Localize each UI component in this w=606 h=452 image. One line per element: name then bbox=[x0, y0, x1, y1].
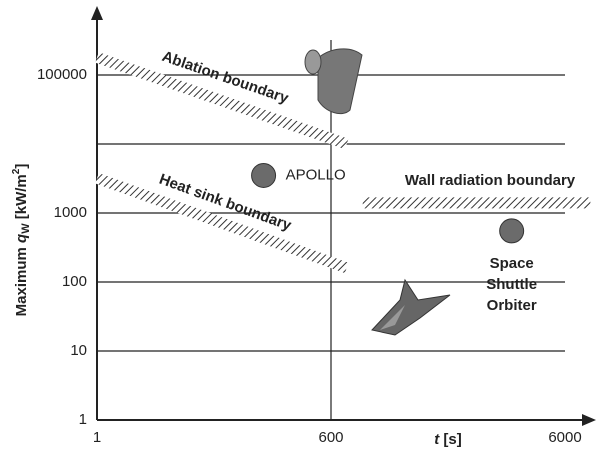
boundary-label: Wall radiation boundary bbox=[405, 172, 576, 189]
x-axis-arrow bbox=[582, 414, 596, 426]
x-axis-label: t [s] bbox=[434, 431, 462, 448]
y-tick-label: 100000 bbox=[37, 66, 87, 83]
y-label-sub: W bbox=[20, 223, 32, 234]
point bbox=[252, 163, 276, 187]
chart: Maximum qW [kW/m2] t [s] Ablation bounda… bbox=[0, 0, 606, 452]
y-axis-label: Maximum qW [kW/m2] bbox=[11, 164, 32, 317]
y-tick-label: 100 bbox=[62, 273, 87, 290]
capsule-icon bbox=[305, 49, 362, 114]
y-label-text: Maximum bbox=[13, 243, 30, 316]
x-tick-label: 1 bbox=[93, 429, 101, 446]
point-label: Shuttle bbox=[486, 276, 537, 293]
point-label: Space bbox=[490, 255, 534, 272]
shuttle-icon bbox=[372, 280, 450, 335]
x-label-unit: [s] bbox=[439, 431, 462, 448]
x-tick-label: 6000 bbox=[548, 429, 581, 446]
y-tick-label: 1 bbox=[79, 411, 87, 428]
y-label-symbol: q bbox=[13, 234, 30, 243]
point bbox=[500, 219, 524, 243]
point-label: Orbiter bbox=[487, 297, 537, 314]
y-tick-label: 1000 bbox=[54, 204, 87, 221]
y-label-unit: [kW/m bbox=[13, 174, 30, 223]
x-tick-label: 600 bbox=[318, 429, 343, 446]
y-axis-arrow bbox=[91, 6, 103, 20]
y-label-close: ] bbox=[13, 164, 30, 169]
point-label: APOLLO bbox=[286, 166, 346, 183]
y-tick-label: 10 bbox=[70, 342, 87, 359]
